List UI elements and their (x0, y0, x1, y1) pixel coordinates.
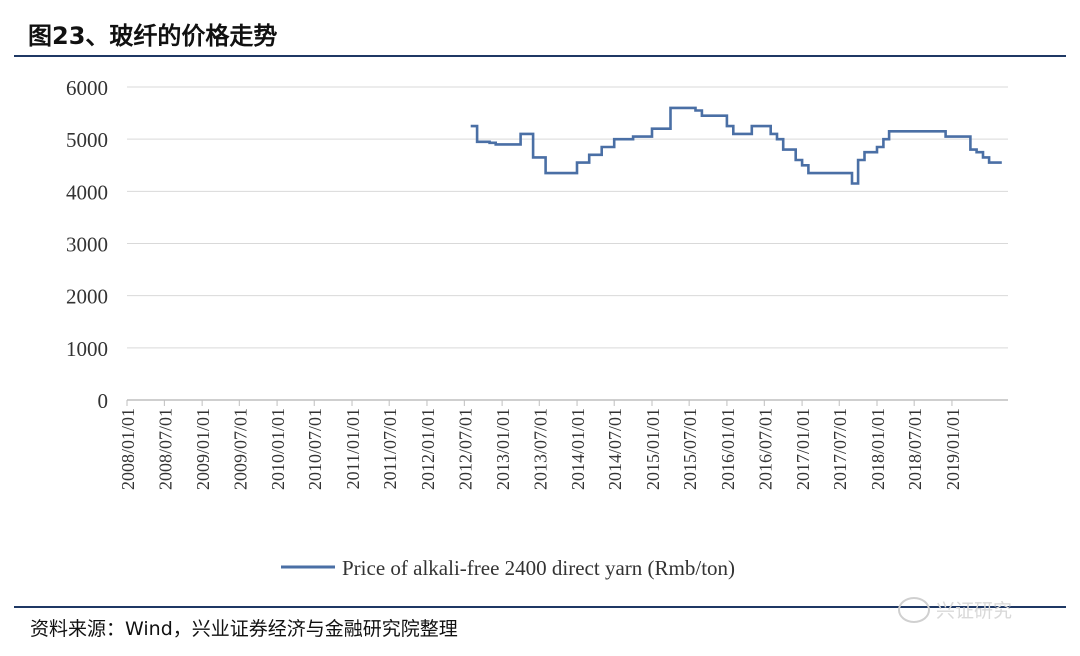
x-tick-label: 2010/01/01 (268, 408, 288, 490)
y-tick-label: 2000 (66, 285, 108, 309)
y-tick-label: 4000 (66, 180, 108, 204)
source-note: 资料来源：Wind，兴业证券经济与金融研究院整理 (30, 618, 458, 640)
series-line (470, 106, 1002, 185)
top-divider (14, 55, 1066, 57)
x-tick-label: 2019/01/01 (943, 408, 963, 490)
x-tick-label: 2015/01/01 (643, 408, 663, 490)
x-tick-label: 2009/07/01 (230, 408, 250, 490)
x-tick-label: 2018/01/01 (868, 408, 888, 490)
x-tick-labels: 2008/01/01 2008/07/01 2009/01/01 2009/07/01… (118, 400, 963, 490)
legend-label: Price of alkali-free 2400 direct yarn (R… (342, 556, 735, 580)
watermark-label: 兴证研究 (936, 600, 1013, 622)
x-tick-label: 2008/07/01 (155, 408, 175, 490)
x-tick-label: 2008/01/01 (118, 408, 138, 490)
y-tick-label: 3000 (66, 233, 108, 257)
x-tick-label: 2016/01/01 (718, 408, 738, 490)
bottom-divider (14, 606, 1066, 608)
x-tick-label: 2017/07/01 (830, 408, 850, 490)
x-tick-label: 2015/07/01 (680, 408, 700, 490)
x-tick-label: 2014/07/01 (605, 408, 625, 490)
x-tick-label: 2012/01/01 (418, 408, 438, 490)
y-tick-label: 6000 (66, 76, 108, 100)
x-tick-label: 2012/07/01 (455, 408, 475, 490)
y-tick-label: 1000 (66, 337, 108, 361)
wechat-icon (898, 596, 930, 623)
legend: Price of alkali-free 2400 direct yarn (R… (281, 556, 735, 580)
x-tick-label: 2016/07/01 (755, 408, 775, 490)
x-tick-label: 2013/07/01 (530, 408, 550, 490)
series-group (470, 106, 1002, 185)
watermark: 兴证研究 (898, 596, 1012, 623)
x-tick-label: 2009/01/01 (193, 408, 213, 490)
y-tick-label: 5000 (66, 128, 108, 152)
x-tick-label: 2011/01/01 (343, 408, 363, 489)
x-tick-label: 2011/07/01 (380, 408, 400, 489)
x-tick-label: 2018/07/01 (905, 408, 925, 490)
x-tick-label: 2017/01/01 (793, 408, 813, 490)
x-tick-label: 2013/01/01 (493, 408, 513, 490)
x-tick-label: 2010/07/01 (305, 408, 325, 490)
y-tick-label: 0 (98, 389, 109, 413)
grid-lines (127, 86, 1008, 349)
y-tick-labels: 0 1000 2000 3000 4000 5000 6000 (66, 76, 108, 413)
x-tick-label: 2014/01/01 (568, 408, 588, 490)
chart-title: 图23、玻纤的价格走势 (28, 22, 278, 50)
